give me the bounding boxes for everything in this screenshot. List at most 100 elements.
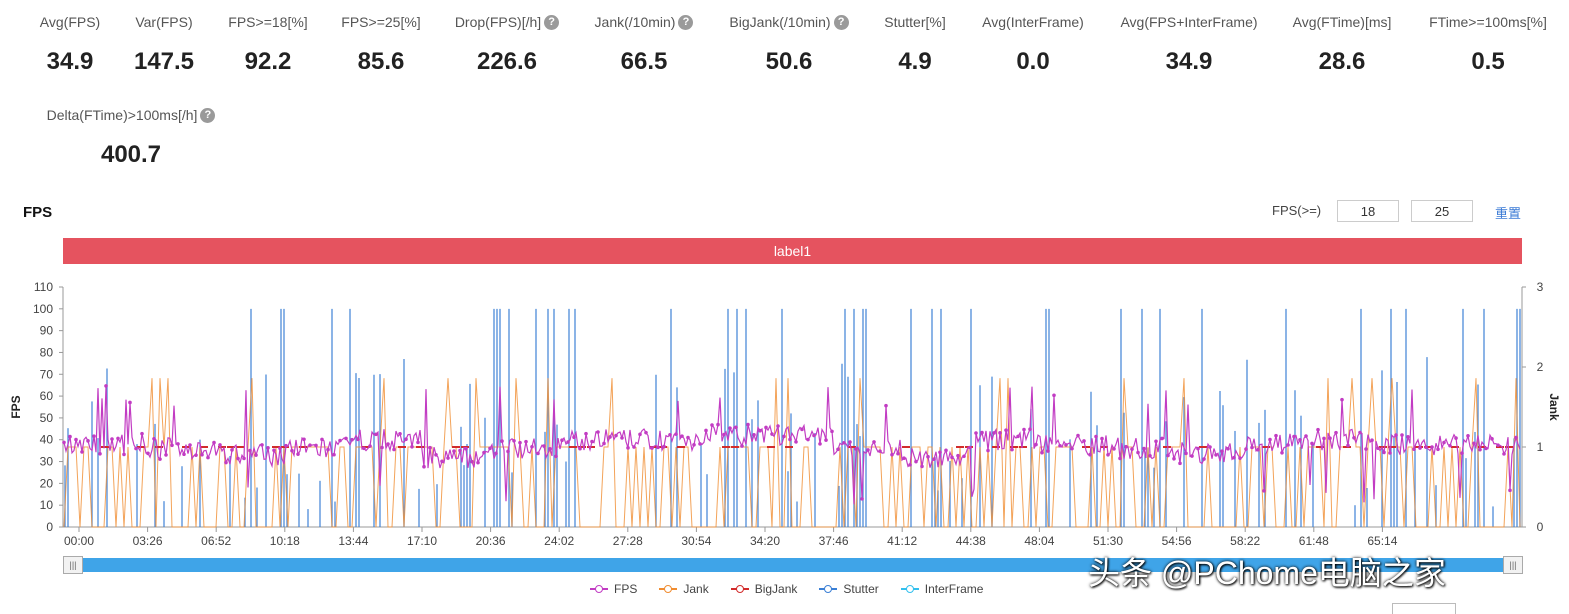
fps-point bbox=[206, 455, 210, 460]
fps-point bbox=[1376, 446, 1380, 451]
fps-point bbox=[872, 440, 876, 444]
fps-point bbox=[812, 433, 816, 438]
fps-point bbox=[1136, 450, 1140, 455]
help-icon[interactable]: ? bbox=[544, 14, 560, 30]
y2-tick-label: 3 bbox=[1537, 280, 1544, 294]
fps-point bbox=[1016, 434, 1020, 439]
fps-point bbox=[584, 431, 588, 436]
metric-value: 0.0 bbox=[1016, 48, 1050, 75]
metric-card: Var(FPS) 147.5 bbox=[74, 14, 254, 76]
y-tick-label: 30 bbox=[40, 455, 54, 469]
fps-point bbox=[1400, 433, 1404, 437]
fps-point bbox=[926, 454, 930, 459]
legend-item[interactable]: Jank bbox=[659, 582, 709, 596]
legend-item[interactable]: BigJank bbox=[730, 582, 797, 596]
fps-point bbox=[254, 453, 258, 457]
help-icon[interactable]: ? bbox=[833, 14, 849, 30]
help-icon[interactable]: ? bbox=[200, 107, 216, 123]
fps-point bbox=[980, 430, 984, 435]
fps-point bbox=[152, 436, 156, 441]
metric-value: 50.6 bbox=[765, 48, 813, 75]
fps-point bbox=[278, 446, 282, 451]
fps-point bbox=[932, 457, 936, 461]
metric-label: FPS>=25[%] bbox=[341, 14, 421, 30]
zoom-slider-handle-right[interactable]: ||| bbox=[1503, 556, 1523, 574]
fps-point bbox=[866, 448, 870, 452]
fps-point bbox=[404, 437, 408, 441]
x-tick-label: 27:28 bbox=[613, 534, 643, 548]
metric-label: Avg(FTime)[ms] bbox=[1292, 14, 1392, 30]
fps-point bbox=[1352, 436, 1356, 440]
fps-point bbox=[764, 425, 768, 430]
fps-point bbox=[776, 424, 780, 428]
y-tick-label: 60 bbox=[40, 389, 54, 403]
fps-point bbox=[830, 429, 834, 434]
fps-point bbox=[1118, 456, 1122, 461]
legend-item[interactable]: FPS bbox=[590, 582, 637, 596]
fps-point bbox=[1154, 439, 1158, 444]
fps-point bbox=[1124, 444, 1128, 449]
fps-point bbox=[818, 442, 822, 446]
fps-point bbox=[218, 443, 222, 447]
zoom-slider-handle-left[interactable]: ||| bbox=[63, 556, 83, 574]
fps-point bbox=[1484, 446, 1488, 451]
fps-threshold-high-input[interactable] bbox=[1411, 200, 1473, 222]
fps-point bbox=[1274, 433, 1278, 438]
fps-point bbox=[1022, 427, 1026, 432]
fps-point bbox=[680, 434, 684, 438]
x-tick-label: 20:36 bbox=[476, 534, 506, 548]
fps-point bbox=[344, 436, 348, 441]
metric-label: Avg(FPS) bbox=[39, 14, 101, 30]
label-bar[interactable]: label1 bbox=[63, 238, 1522, 264]
fps-point bbox=[1382, 450, 1386, 455]
fps-point bbox=[782, 434, 786, 439]
fps-point bbox=[1406, 435, 1410, 439]
fps-point bbox=[608, 435, 612, 439]
y2-tick-label: 2 bbox=[1537, 360, 1544, 374]
fps-point bbox=[422, 464, 426, 469]
legend-dot bbox=[595, 585, 603, 593]
fps-point bbox=[308, 443, 312, 447]
legend-dot bbox=[664, 585, 673, 593]
zoom-slider-track[interactable] bbox=[63, 558, 1522, 572]
fps-point bbox=[1142, 446, 1146, 451]
x-tick-label: 58:22 bbox=[1230, 534, 1260, 548]
fps-point bbox=[1466, 433, 1470, 438]
fps-point bbox=[500, 439, 504, 443]
legend-item[interactable]: Stutter bbox=[819, 582, 879, 596]
fps-point bbox=[950, 455, 954, 460]
metric-label: Jank(/10min) bbox=[594, 14, 676, 30]
fps-point bbox=[770, 432, 774, 436]
fps-point bbox=[1190, 454, 1194, 458]
fps-point bbox=[1328, 436, 1332, 440]
metric-label: FTime>=100ms[%] bbox=[1429, 14, 1547, 30]
fps-chart[interactable]: 0 10 20 30 40 50 60 70 80 90 100 110 0 1 2 3 FPS Jank 00:0… bbox=[0, 270, 1569, 560]
fps-point bbox=[704, 428, 708, 433]
y-tick-label: 70 bbox=[40, 367, 54, 381]
fps-point bbox=[1388, 451, 1392, 455]
legend-swatch bbox=[819, 584, 838, 594]
fps-point bbox=[446, 456, 450, 460]
fps-point bbox=[434, 453, 438, 457]
fps-point bbox=[524, 439, 528, 444]
fps-point bbox=[686, 435, 690, 440]
fps-point bbox=[1334, 430, 1338, 435]
metric-value: 28.6 bbox=[1318, 48, 1366, 75]
reset-button[interactable]: 重置 bbox=[1495, 206, 1522, 221]
legend-item[interactable]: InterFrame bbox=[900, 582, 983, 596]
fps-point bbox=[1514, 435, 1518, 440]
fps-point bbox=[272, 448, 276, 453]
metric-value: 66.5 bbox=[620, 48, 668, 75]
fps-point bbox=[554, 454, 558, 459]
fps-point bbox=[1112, 447, 1116, 451]
help-icon[interactable]: ? bbox=[678, 14, 694, 30]
fps-point bbox=[194, 453, 198, 457]
legend-swatch bbox=[590, 584, 608, 594]
legend-dot bbox=[735, 585, 744, 593]
fps-point bbox=[518, 440, 522, 445]
fps-point bbox=[626, 446, 630, 450]
fps-threshold-low-input[interactable] bbox=[1337, 200, 1399, 222]
chart-legend: FPS Jank BigJank Stutter InterFrame bbox=[590, 582, 983, 596]
fps-point bbox=[590, 439, 594, 444]
fps-point bbox=[716, 422, 720, 427]
